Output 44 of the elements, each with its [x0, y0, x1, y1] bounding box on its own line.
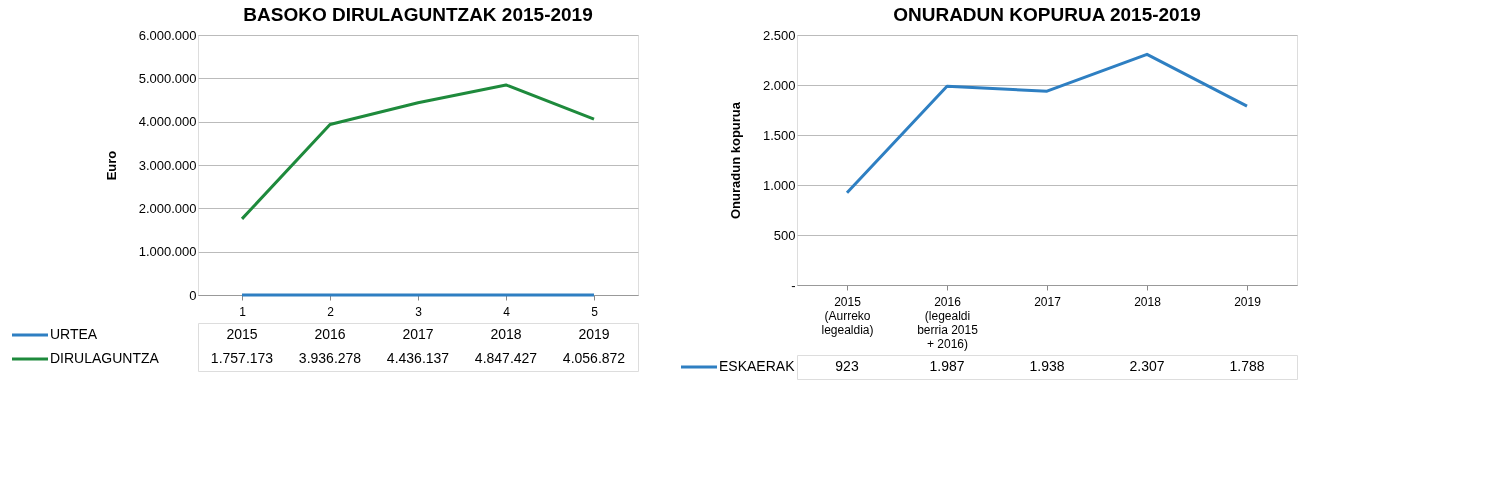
chart-title: ONURADUN KOPURUA 2015-2019 — [893, 4, 1201, 25]
data-label: 3.936.278 — [298, 350, 362, 366]
x-tick-label: 2019 — [1234, 294, 1262, 309]
line-series — [845, 52, 1249, 195]
y-tick-label: 6.000.000 — [138, 27, 197, 43]
x-tick-label: 2018 — [1134, 294, 1162, 309]
y-tick-label: 1.000 — [762, 177, 796, 193]
data-label: 2016 — [314, 326, 346, 342]
y-tick-label: 5.000.000 — [138, 70, 197, 86]
y-axis-title: Euro — [103, 150, 119, 181]
x-tick-label: 5 — [591, 304, 599, 319]
y-tick-label: 3.000.000 — [138, 157, 197, 173]
y-tick-label: 4.000.000 — [138, 114, 197, 130]
y-tick-label: - — [791, 277, 796, 293]
x-tick-label: 1 — [239, 304, 247, 319]
x-tick-label: 2017 — [1034, 294, 1062, 309]
data-label: 923 — [835, 358, 859, 374]
chart-title: BASOKO DIRULAGUNTZAK 2015-2019 — [243, 4, 593, 25]
y-tick-label: 1.500 — [762, 127, 796, 143]
y-tick-label: 2.000.000 — [138, 200, 197, 216]
y-tick-label: 500 — [773, 227, 796, 243]
data-label: 1.938 — [1029, 358, 1065, 374]
data-label: 4.847.427 — [474, 350, 538, 366]
data-label: 1.987 — [929, 358, 965, 374]
data-label: 2015 — [226, 326, 258, 342]
y-axis-title: Onuradun kopurua — [727, 101, 743, 219]
data-label: 2.307 — [1129, 358, 1165, 374]
data-label: 1.788 — [1229, 358, 1265, 374]
y-tick-label: 2.500 — [762, 27, 796, 43]
legend-label: DIRULAGUNTZA — [50, 350, 160, 366]
x-tick-label: 2016 (legealdi berria 2015 + 2016) — [917, 294, 979, 351]
data-label: 1.757.173 — [210, 350, 274, 366]
line-series — [240, 83, 596, 221]
legend-label: URTEA — [50, 326, 98, 342]
data-label: 4.056.872 — [562, 350, 626, 366]
x-tick-label: 2 — [327, 304, 335, 319]
x-tick-label: 2015 (Aurreko legealdia) — [821, 294, 874, 337]
y-tick-label: 0 — [189, 287, 197, 303]
y-tick-label: 1.000.000 — [138, 244, 197, 260]
legend-label: ESKAERAK — [719, 358, 796, 374]
y-tick-label: 2.000 — [762, 77, 796, 93]
data-label: 4.436.137 — [386, 350, 450, 366]
x-tick-label: 4 — [503, 304, 511, 319]
x-tick-label: 3 — [415, 304, 423, 319]
